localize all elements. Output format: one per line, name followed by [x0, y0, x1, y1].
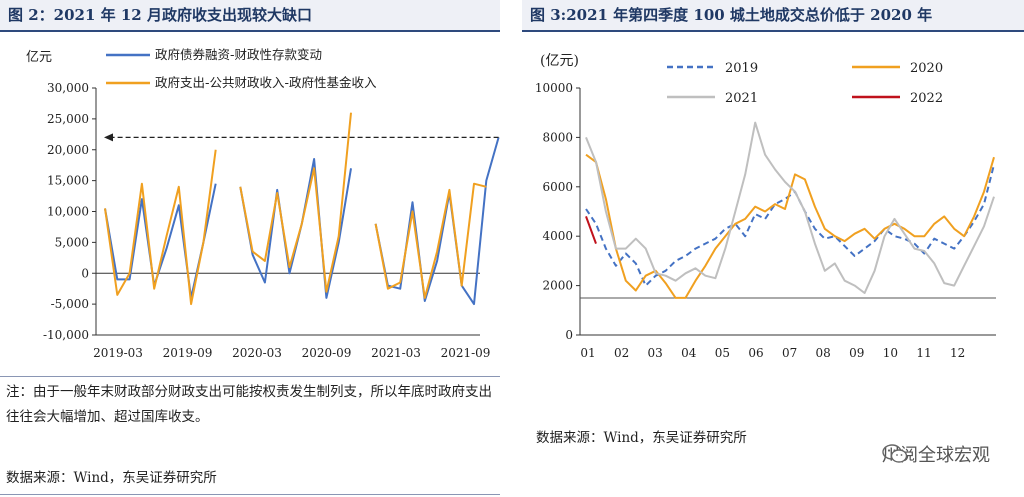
x-tick-label: 12	[950, 346, 965, 360]
x-tick-label: 2021-09	[441, 346, 491, 360]
x-tick-label: 01	[580, 346, 595, 360]
x-tick-label: 09	[849, 346, 864, 360]
series-line-2020	[585, 153, 995, 299]
x-tick-label: 2020-03	[232, 346, 282, 360]
watermark: 川阅全球宏观	[882, 441, 990, 467]
watermark-text: 川阅全球宏观	[882, 445, 990, 466]
y-tick-label: -5,000	[51, 297, 89, 311]
x-tick-label: 06	[748, 346, 763, 360]
legend-label-2022: 2022	[910, 91, 943, 106]
y-tick-label: 10000	[535, 81, 573, 95]
figure-2-bottom-divider	[0, 494, 500, 495]
legend-label-2020: 2020	[910, 61, 943, 76]
series-line-1-segment-2	[239, 158, 352, 299]
y-tick-label: -10,000	[43, 328, 89, 342]
figure-2-note-divider	[0, 376, 500, 377]
x-tick-label: 04	[681, 346, 697, 360]
annotation-arrow-head	[104, 133, 113, 142]
y-tick-label: 30,000	[47, 81, 89, 95]
x-tick-label: 02	[614, 346, 629, 360]
y-tick-label: 15,000	[47, 174, 89, 188]
series-line-2-segment-2	[239, 112, 352, 293]
y-tick-label: 8000	[542, 130, 573, 144]
x-tick-label: 2019-03	[93, 346, 143, 360]
x-tick-label: 11	[916, 346, 931, 360]
y-tick-label: 2000	[542, 279, 573, 293]
figure-2-panel: 图 2：2021 年 12 月政府收支出现较大缺口 亿元 -10,000 -5,00…	[0, 0, 500, 497]
wechat-icon	[882, 444, 908, 463]
series-line-2-segment-3	[374, 182, 487, 299]
series-line-2021	[585, 121, 995, 294]
x-tick-label: 10	[883, 346, 898, 360]
figure-3-title: 图 3:2021 年第四季度 100 城土地成交总价低于 2020 年	[522, 0, 1024, 30]
legend-label-1: 政府债券融资-财政性存款变动	[155, 47, 322, 62]
x-tick-label: 07	[782, 346, 797, 360]
figure-3-chart: (亿元) 0 2000 4000 6000 8000 10000 01 02 03 04 05 06 07…	[535, 53, 996, 360]
figure-2-source: 数据来源：Wind，东吴证券研究所	[6, 470, 217, 486]
figure-3-source: 数据来源：Wind，东吴证券研究所	[536, 430, 747, 446]
y-axis-unit-label: 亿元	[26, 50, 52, 65]
figure-3-panel: 图 3:2021 年第四季度 100 城土地成交总价低于 2020 年 (亿元)…	[522, 0, 1024, 497]
x-tick-label: 2019-09	[163, 346, 213, 360]
y-tick-label: 0	[565, 328, 573, 342]
figure-2-title: 图 2：2021 年 12 月政府收支出现较大缺口	[0, 0, 500, 30]
y-tick-label: 20,000	[47, 143, 89, 157]
series-line-2-segment-1	[104, 149, 217, 306]
series-line-1-segment-1	[104, 183, 217, 299]
x-tick-label: 2021-03	[371, 346, 421, 360]
y-tick-label: 10,000	[47, 205, 89, 219]
series-line-1-segment-3	[374, 137, 500, 306]
x-tick-label: 03	[648, 346, 663, 360]
figure-2-chart: 亿元 -10,000 -5,000 0 5,000 10,000 15,000 20,000 2…	[26, 47, 500, 360]
y-tick-label: 25,000	[47, 112, 89, 126]
y-tick-label: 6000	[542, 180, 573, 194]
x-tick-label: 05	[715, 346, 730, 360]
series-line-2019	[585, 164, 995, 287]
x-tick-label: 08	[816, 346, 831, 360]
y-tick-label: 4000	[542, 229, 573, 243]
figure-3-title-rule	[522, 30, 1024, 32]
figure-2-note: 注：由于一般年末财政部分财政支出可能按权责发生制列支，所以年底时政府支出往往会大…	[6, 384, 492, 425]
y-tick-label: 0	[81, 266, 89, 280]
legend-label-2021: 2021	[725, 91, 758, 106]
series-line-2022	[585, 216, 597, 244]
y-tick-label: 5,000	[55, 235, 89, 249]
legend-label-2019: 2019	[725, 61, 758, 76]
x-tick-label: 2020-09	[302, 346, 352, 360]
figure-2-title-rule	[0, 30, 500, 32]
y-axis-unit-label: (亿元)	[540, 53, 579, 69]
legend-label-2: 政府支出-公共财政收入-政府性基金收入	[155, 75, 377, 90]
